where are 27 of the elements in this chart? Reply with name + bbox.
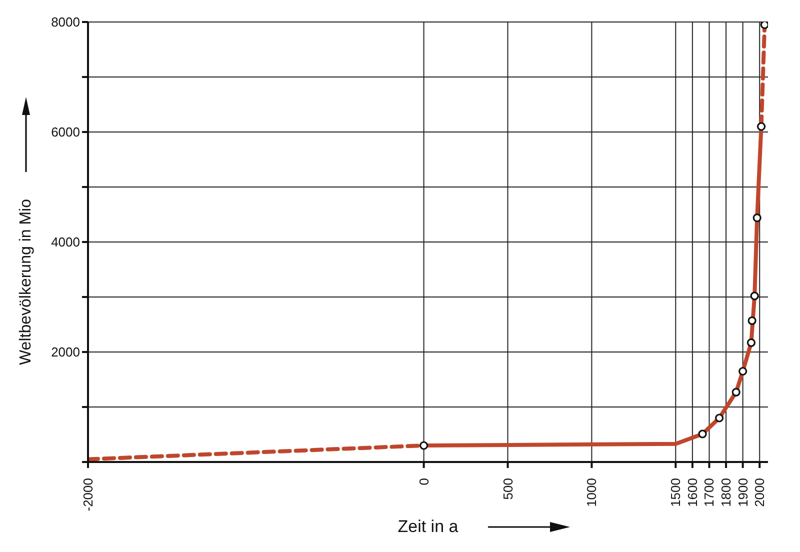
point (420, 441, 428, 450)
point (756, 122, 766, 131)
point (750, 292, 759, 300)
x-tick-label: 500 (500, 478, 516, 500)
x-axis-title: Zeit in a (398, 517, 459, 536)
x-tick-label: 2000 (752, 478, 768, 507)
x-tick-label: 1900 (735, 478, 750, 507)
point (748, 316, 756, 325)
point (738, 366, 748, 376)
x-tick-label: 0 (416, 478, 432, 486)
x-tick-label: 1700 (702, 478, 717, 507)
x-tick-label: 1000 (584, 478, 600, 507)
y-tick-label: 4000 (51, 234, 80, 250)
y-tick-label: 6000 (51, 124, 80, 140)
x-tick-label: 1800 (718, 478, 734, 507)
point (752, 214, 762, 222)
point (715, 414, 724, 422)
y-tick-label: 2000 (51, 344, 80, 360)
y-tick-label: 8000 (51, 14, 80, 30)
point (732, 388, 740, 396)
point (698, 430, 707, 438)
x-tick-label: -2000 (80, 478, 96, 512)
point (760, 22, 768, 30)
x-tick-label: 1600 (684, 478, 700, 507)
y-axis-title: Weltbevölkerung in Mio (18, 198, 34, 366)
x-tick-label: 1500 (668, 478, 684, 507)
point (746, 338, 756, 347)
